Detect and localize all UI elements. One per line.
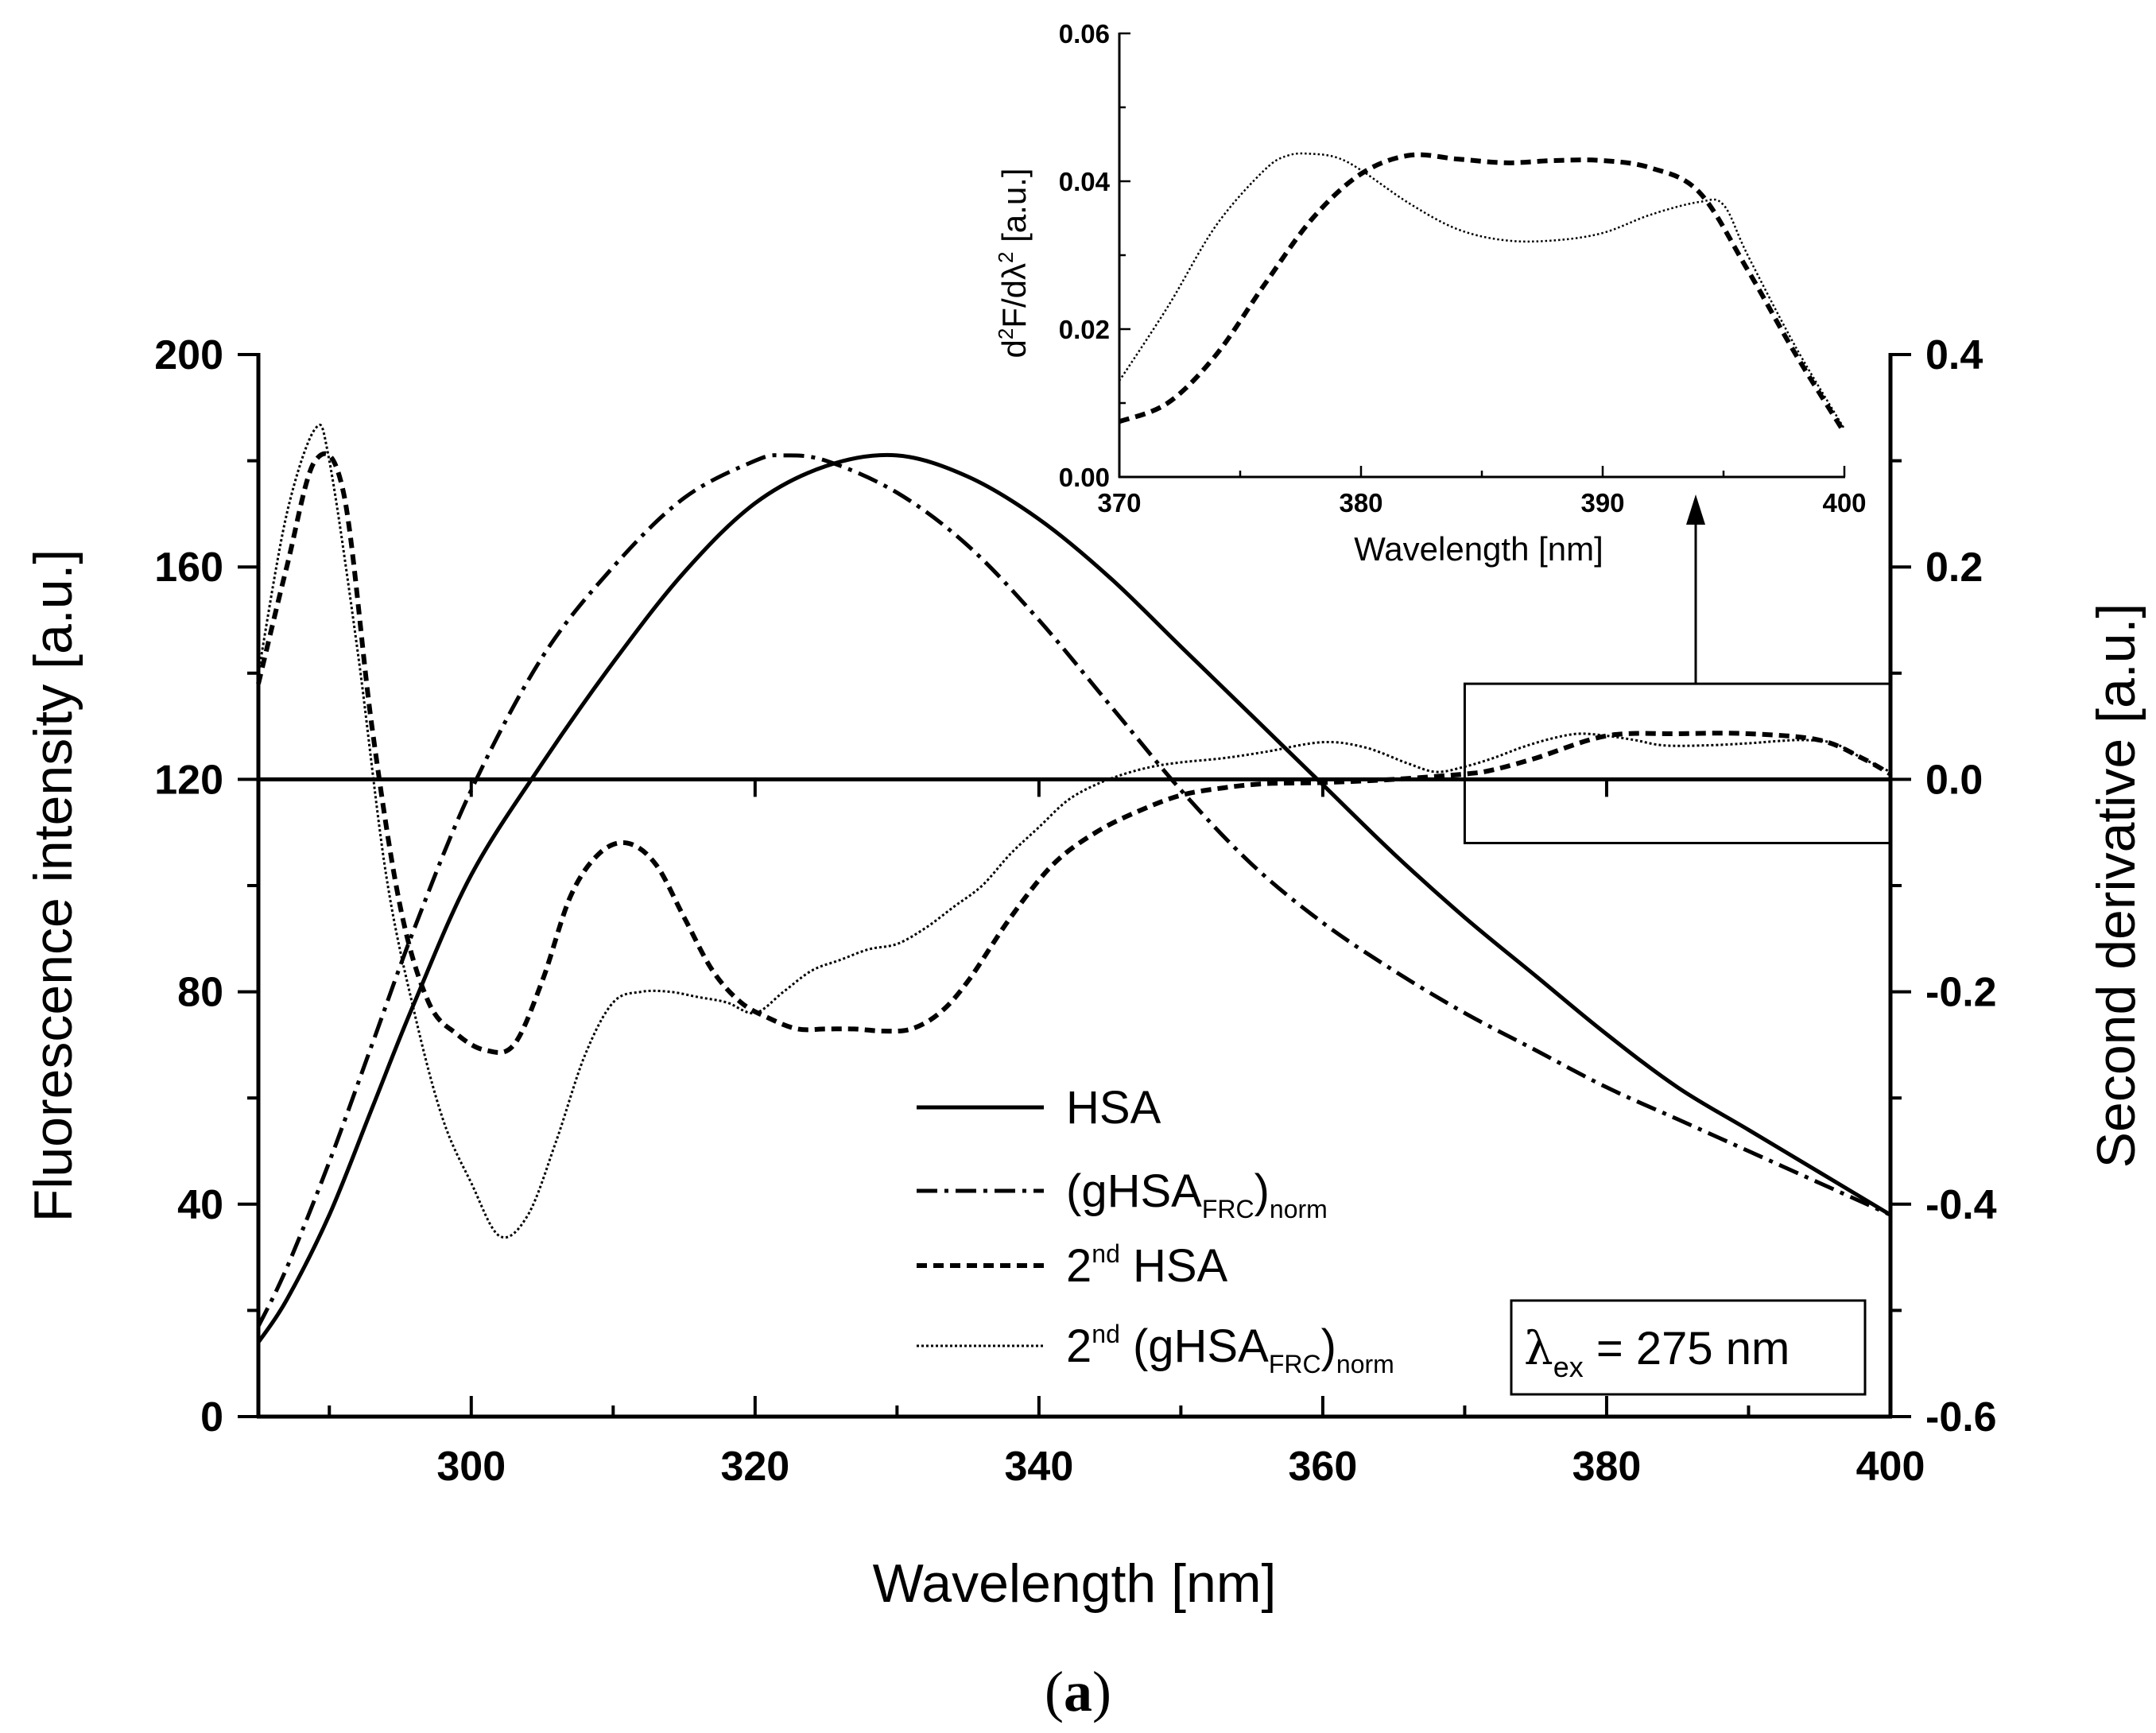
inset-y-tick-label: 0.02: [1059, 315, 1110, 344]
y2-axis-title: Second derivative [a.u.]: [2086, 603, 2146, 1169]
y2-tick-label: 0.2: [1925, 545, 1983, 591]
x-tick-label: 300: [436, 1444, 506, 1490]
annotation-box: [1510, 1299, 1867, 1396]
inset-y-tick-label: 0.06: [1059, 19, 1110, 48]
main-chart: 300 320 340 360 380 400 0 40 80 120 160 200 -0.6 -0.4…: [23, 332, 2146, 1614]
x-tick-label: 320: [720, 1444, 789, 1490]
x-tick-label: 360: [1289, 1444, 1358, 1490]
inset-x-tick-label: 390: [1580, 488, 1624, 518]
series-hsa: [256, 452, 1892, 1343]
zoom-arrow-head: [1686, 494, 1705, 525]
y-tick-label: 0: [200, 1394, 223, 1440]
y2-tick-label: -0.6: [1925, 1394, 1997, 1440]
y2-tick-label: 0.4: [1925, 332, 1983, 378]
legend-label-ghsa-norm: (gHSAFRC)norm: [1066, 1165, 1328, 1223]
inset-x-axis-title: Wavelength [nm]: [1354, 530, 1603, 568]
y2-tick-label: 0.0: [1925, 757, 1983, 803]
legend-label-hsa: HSA: [1066, 1082, 1161, 1134]
legend-label-2nd-hsa: 2nd HSA: [1066, 1239, 1228, 1292]
y-tick-label: 200: [154, 332, 223, 378]
annotation-text: λex = 275 nm: [1524, 1321, 1790, 1383]
inset-y-axis-title: d2F/dλ2 [a.u.]: [994, 168, 1033, 358]
series-ghsa-frc-norm: [256, 453, 1892, 1328]
series-2nd-hsa: [256, 451, 1892, 1056]
inset-series-group: [1118, 152, 1847, 434]
inset-y-tick-label: 0.00: [1059, 463, 1110, 492]
inset-x-tick-label: 380: [1339, 488, 1382, 518]
figure-caption: (a): [1045, 1660, 1111, 1723]
y-axis-title: Fluorescence intensity [a.u.]: [23, 549, 83, 1223]
inset-y-tick-label: 0.04: [1059, 167, 1111, 196]
y2-tick-label: -0.4: [1925, 1182, 1997, 1228]
inset-axes: [1118, 33, 1845, 479]
inset-chart: 370 380 390 400 0.00 0.02 0.04 0.06 Wavelength …: [994, 19, 1867, 568]
x-tick-label: 380: [1572, 1444, 1642, 1490]
inset-tick-labels: 370 380 390 400 0.00 0.02 0.04 0.06: [1059, 19, 1867, 518]
main-tick-labels: 300 320 340 360 380 400 0 40 80 120 160 200 -0.6 -0.4…: [154, 332, 1996, 1490]
legend-label-2nd-ghsa-norm: 2nd (gHSAFRC)norm: [1066, 1320, 1394, 1378]
inset-x-tick-label: 370: [1097, 488, 1141, 518]
excitation-annotation: λex = 275 nm: [1510, 1299, 1867, 1396]
y-tick-label: 160: [154, 545, 223, 591]
y2-tick-label: -0.2: [1925, 970, 1997, 1016]
inset-series-2nd-ghsa-frc-norm: [1118, 152, 1846, 430]
main-ticks: [238, 353, 1911, 1418]
inset-series-2nd-hsa: [1118, 152, 1847, 434]
y-tick-label: 40: [177, 1182, 223, 1228]
zoom-region-box: [1463, 682, 1890, 845]
inset-x-tick-label: 400: [1822, 488, 1866, 518]
x-axis-title: Wavelength [nm]: [873, 1553, 1277, 1614]
x-tick-label: 400: [1856, 1444, 1925, 1490]
legend: HSA (gHSAFRC)norm 2nd HSA 2nd (gHSAFRC)n…: [917, 1082, 1394, 1378]
main-series-group: [256, 424, 1892, 1343]
y-tick-label: 120: [154, 757, 223, 803]
inset-ticks: [1118, 32, 1846, 479]
x-tick-label: 340: [1004, 1444, 1073, 1490]
y-tick-label: 80: [177, 970, 223, 1016]
